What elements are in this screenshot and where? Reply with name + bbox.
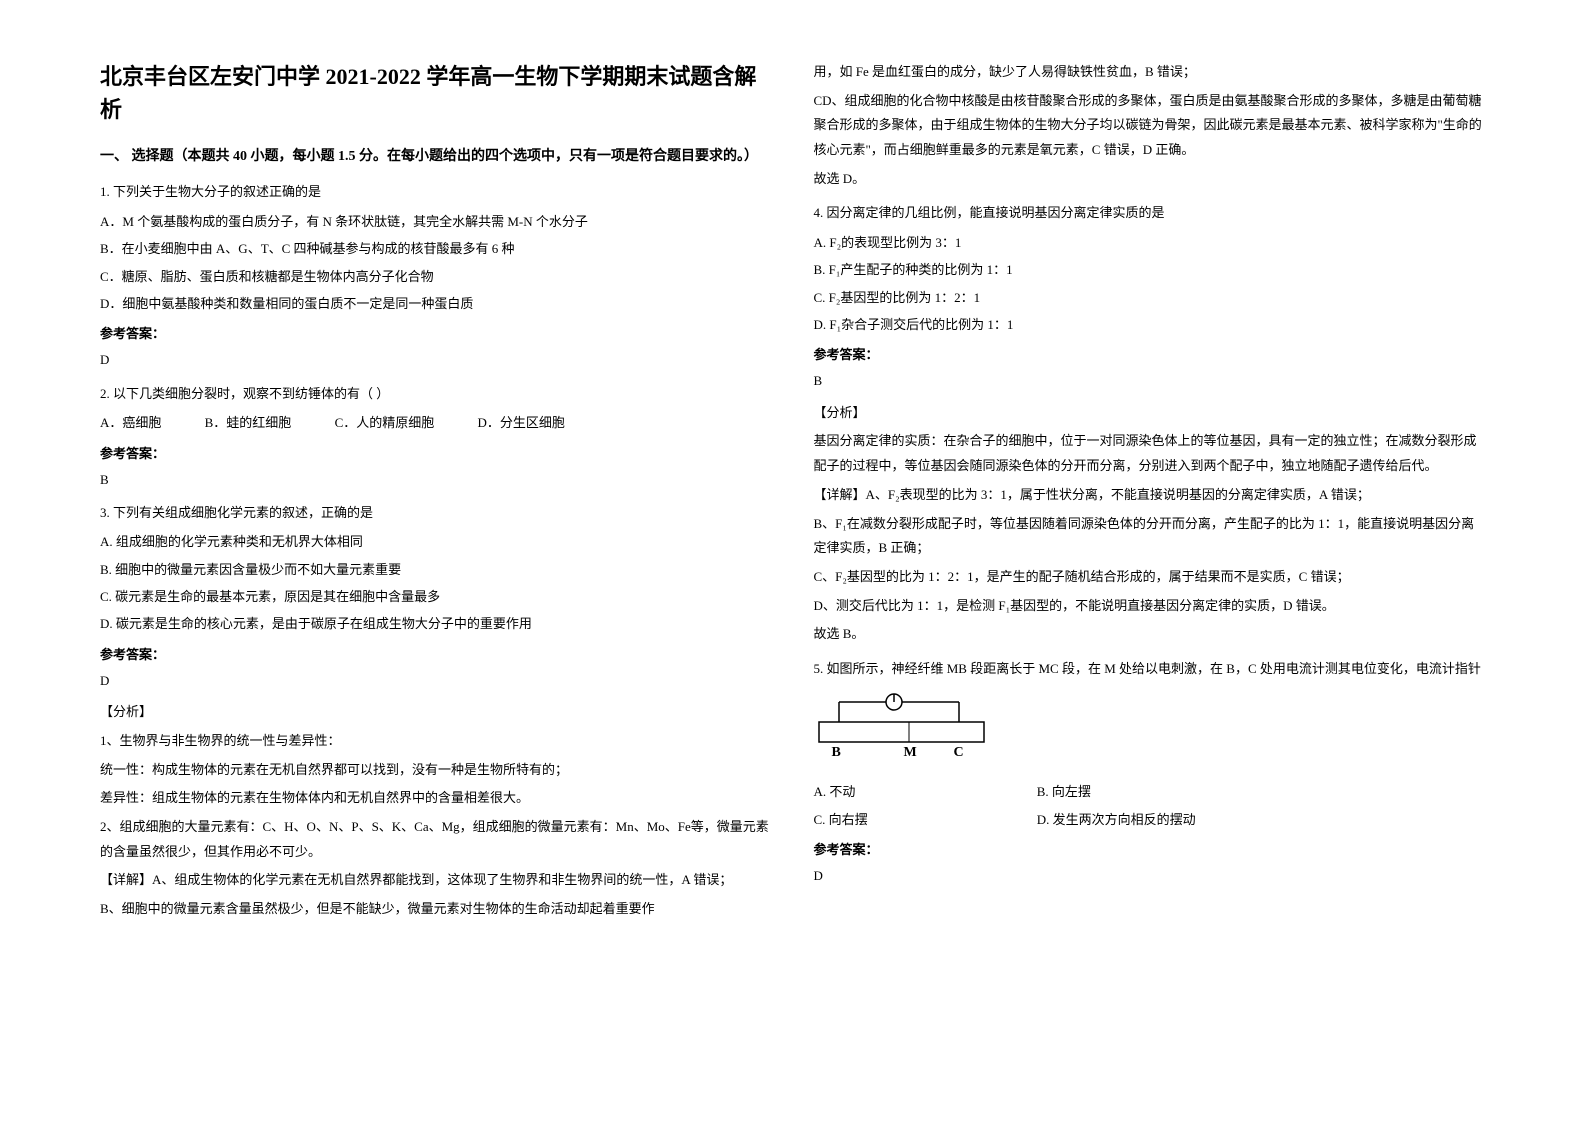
q3-answer-label: 参考答案： (100, 644, 774, 663)
q3-explain-2: 统一性：构成生物体的元素在无机自然界都可以找到，没有一种是生物所特有的； (100, 758, 774, 783)
q3-detail-label: 【详解】A、组成生物体的化学元素在无机自然界都能找到，这体现了生物界和非生物界间… (100, 868, 774, 893)
q3-option-d: D. 碳元素是生命的核心元素，是由于碳原子在组成生物大分子中的重要作用 (100, 612, 774, 635)
q5-options-row2: C. 向右摆 D. 发生两次方向相反的摆动 (814, 808, 1488, 831)
q3-explain-9: 故选 D。 (814, 167, 1488, 192)
q1-option-d: D．细胞中氨基酸种类和数量相同的蛋白质不一定是同一种蛋白质 (100, 292, 774, 315)
q3-explain-4: 2、组成细胞的大量元素有：C、H、O、N、P、S、K、Ca、Mg，组成细胞的微量… (100, 815, 774, 864)
q4-explain-1: 基因分离定律的实质：在杂合子的细胞中，位于一对同源染色体上的等位基因，具有一定的… (814, 429, 1488, 478)
q4-answer: B (814, 369, 1488, 392)
q5-answer: D (814, 864, 1488, 887)
q4-stem: 4. 因分离定律的几组比例，能直接说明基因分离定律实质的是 (814, 201, 1488, 224)
q4-analysis-label: 【分析】 (814, 401, 1488, 426)
q3-analysis-label: 【分析】 (100, 700, 774, 725)
q2-option-a: A．癌细胞 (100, 415, 161, 430)
diagram-label-b: B (832, 745, 841, 761)
q1-option-c: C．糖原、脂肪、蛋白质和核糖都是生物体内高分子化合物 (100, 265, 774, 288)
q4-option-b: B. F₁产生配子的种类的比例为 1：1 (814, 258, 1488, 281)
q2-option-c: C．人的精原细胞 (335, 415, 435, 430)
q4-explain-6: 故选 B。 (814, 622, 1488, 647)
left-column: 北京丰台区左安门中学 2021-2022 学年高一生物下学期期末试题含解析 一、… (80, 60, 794, 1062)
q4-option-c: C. F₂基因型的比例为 1：2：1 (814, 286, 1488, 309)
q1-stem: 1. 下列关于生物大分子的叙述正确的是 (100, 180, 774, 203)
section-header: 一、 选择题（本题共 40 小题，每小题 1.5 分。在每小题给出的四个选项中，… (100, 146, 774, 168)
diagram-label-m: M (904, 745, 917, 761)
q2-option-b: B．蛙的红细胞 (205, 415, 292, 430)
q1-option-a: A．M 个氨基酸构成的蛋白质分子，有 N 条环状肽链，其完全水解共需 M-N 个… (100, 210, 774, 233)
q3-explain-7: 用，如 Fe 是血红蛋白的成分，缺少了人易得缺铁性贫血，B 错误； (814, 60, 1488, 85)
q2-option-d: D．分生区细胞 (477, 415, 564, 430)
q4-explain-3: B、F₁在减数分裂形成配子时，等位基因随着同源染色体的分开而分离，产生配子的比为… (814, 512, 1488, 561)
q5-options-row1: A. 不动 B. 向左摆 (814, 780, 1488, 803)
q5-option-d: D. 发生两次方向相反的摆动 (1037, 812, 1196, 827)
q4-answer-label: 参考答案： (814, 344, 1488, 363)
q1-answer: D (100, 348, 774, 371)
q2-stem: 2. 以下几类细胞分裂时，观察不到纺锤体的有（ ） (100, 382, 774, 405)
q4-option-d: D. F₁杂合子测交后代的比例为 1：1 (814, 313, 1488, 336)
q2-answer: B (100, 468, 774, 491)
q1-option-b: B．在小麦细胞中由 A、G、T、C 四种碱基参与构成的核苷酸最多有 6 种 (100, 237, 774, 260)
q3-option-c: C. 碳元素是生命的最基本元素，原因是其在细胞中含量最多 (100, 585, 774, 608)
q3-explain-1: 1、生物界与非生物界的统一性与差异性： (100, 729, 774, 754)
q3-stem: 3. 下列有关组成细胞化学元素的叙述，正确的是 (100, 501, 774, 524)
diagram-label-c: C (954, 745, 964, 761)
q1-answer-label: 参考答案： (100, 323, 774, 342)
q4-explain-5: D、测交后代比为 1：1，是检测 F₁基因型的，不能说明直接基因分离定律的实质，… (814, 594, 1488, 619)
q5-answer-label: 参考答案： (814, 839, 1488, 858)
q3-option-a: A. 组成细胞的化学元素种类和无机界大体相同 (100, 530, 774, 553)
q3-explain-3: 差异性：组成生物体的元素在生物体体内和无机自然界中的含量相差很大。 (100, 786, 774, 811)
q5-option-c: C. 向右摆 (814, 808, 994, 831)
q5-option-a: A. 不动 (814, 780, 994, 803)
q3-explain-8: CD、组成细胞的化合物中核酸是由核苷酸聚合形成的多聚体，蛋白质是由氨基酸聚合形成… (814, 89, 1488, 163)
right-column: 用，如 Fe 是血红蛋白的成分，缺少了人易得缺铁性贫血，B 错误； CD、组成细… (794, 60, 1508, 1062)
q5-stem: 5. 如图所示，神经纤维 MB 段距离长于 MC 段，在 M 处给以电刺激，在 … (814, 657, 1488, 680)
q2-answer-label: 参考答案： (100, 443, 774, 462)
q2-options: A．癌细胞 B．蛙的红细胞 C．人的精原细胞 D．分生区细胞 (100, 411, 774, 434)
q3-option-b: B. 细胞中的微量元素因含量极少而不如大量元素重要 (100, 558, 774, 581)
q4-detail-label: 【详解】A、F₂表现型的比为 3：1，属于性状分离，不能直接说明基因的分离定律实… (814, 483, 1488, 508)
q5-diagram: B M C (814, 690, 994, 770)
q4-option-a: A. F₂的表现型比例为 3：1 (814, 231, 1488, 254)
q3-answer: D (100, 669, 774, 692)
q3-explain-6: B、细胞中的微量元素含量虽然极少，但是不能缺少，微量元素对生物体的生命活动却起着… (100, 897, 774, 922)
q5-option-b: B. 向左摆 (1037, 784, 1091, 799)
document-title: 北京丰台区左安门中学 2021-2022 学年高一生物下学期期末试题含解析 (100, 60, 774, 126)
q4-explain-4: C、F₂基因型的比为 1：2：1，是产生的配子随机结合形成的，属于结果而不是实质… (814, 565, 1488, 590)
